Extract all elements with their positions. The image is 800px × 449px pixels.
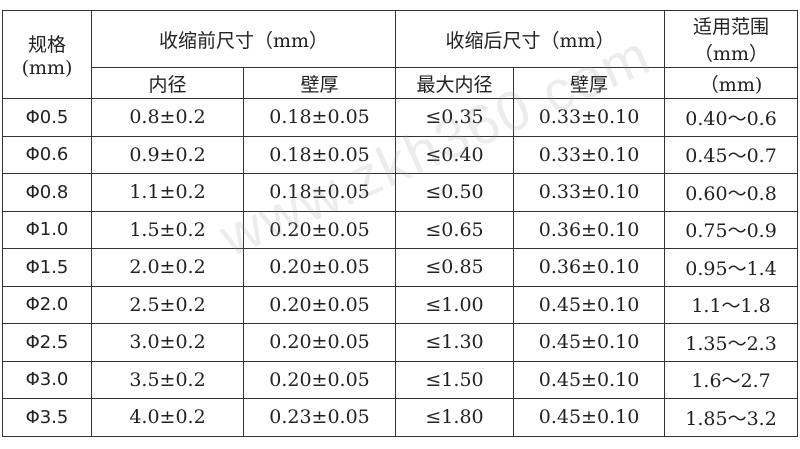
table-cell: ≤0.65 — [395, 210, 515, 249]
table-cell: Φ0.6 — [2, 135, 92, 174]
table-cell: 0.75～0.9 — [664, 210, 799, 249]
table-cell: Φ0.8 — [2, 173, 92, 212]
table-cell: 1.35～2.3 — [664, 323, 799, 362]
table-cell: ≤1.50 — [395, 360, 515, 399]
table-cell: ≤0.50 — [395, 173, 515, 212]
table-cell: 0.20±0.05 — [242, 285, 397, 324]
spec-unit: (mm) — [21, 57, 73, 79]
table-cell: 0.9±0.2 — [91, 135, 244, 174]
header-row-1: 规格 (mm) 收缩前尺寸（mm） 收缩后尺寸（mm） 适用范围 （mm） — [2, 10, 799, 99]
table-cell: 0.95～1.4 — [664, 248, 799, 287]
table-cell: 2.5±0.2 — [91, 285, 244, 324]
range-label: 适用范围 — [693, 16, 770, 38]
table-cell: 0.33±0.10 — [513, 173, 666, 212]
table-cell: 0.45±0.10 — [513, 285, 666, 324]
table-row: Φ0.6 0.9±0.2 0.18±0.05 ≤0.40 0.33±0.10 0.45～0… — [2, 135, 799, 174]
table-cell: 0.45～0.7 — [664, 135, 799, 174]
table-cell: 0.45±0.10 — [513, 323, 666, 362]
table-cell: Φ3.0 — [2, 360, 92, 399]
table-row: Φ3.0 3.5±0.2 0.20±0.05 ≤1.50 0.45±0.10 1.6～2.… — [2, 360, 799, 399]
table-cell: 0.20±0.05 — [242, 323, 397, 362]
table-cell: 0.20±0.05 — [242, 360, 397, 399]
table-cell: 3.0±0.2 — [91, 323, 244, 362]
header-row-2: 内径 壁厚 最大内径 壁厚 （mm) — [3, 67, 799, 99]
table-row: Φ3.5 4.0±0.2 0.23±0.05 ≤1.80 0.45±0.10 1.85～3… — [2, 398, 799, 437]
table-row: Φ0.5 0.8±0.2 0.18±0.05 ≤0.35 0.33±0.10 0.40～0… — [2, 98, 799, 137]
table-row: Φ1.0 1.5±0.2 0.20±0.05 ≤0.65 0.36±0.10 0.75～0… — [2, 210, 799, 249]
table-cell: 1.1±0.2 — [91, 173, 244, 212]
table-cell: ≤1.00 — [395, 285, 515, 324]
table-cell: 0.18±0.05 — [242, 135, 397, 174]
header-before-id: 内径 — [91, 67, 244, 99]
header-range: 适用范围 （mm） — [664, 10, 799, 68]
table-cell: 1.6～2.7 — [664, 360, 799, 399]
table-cell: ≤0.40 — [395, 135, 515, 174]
header-range-unit: （mm) — [664, 67, 799, 99]
table-cell: 0.18±0.05 — [242, 98, 397, 137]
table-cell: 0.36±0.10 — [513, 248, 666, 287]
table-cell: 0.45±0.10 — [513, 398, 666, 437]
table-cell: 2.0±0.2 — [91, 248, 244, 287]
table-cell: 0.20±0.05 — [242, 210, 397, 249]
table-cell: ≤0.85 — [395, 248, 515, 287]
header-after: 收缩后尺寸（mm） — [395, 10, 666, 68]
table-cell: Φ1.0 — [2, 210, 92, 249]
table-row: Φ0.8 1.1±0.2 0.18±0.05 ≤0.50 0.33±0.10 0.60～0… — [2, 173, 799, 212]
table-cell: 0.33±0.10 — [513, 135, 666, 174]
table-cell: Φ2.5 — [2, 323, 92, 362]
table-row: Φ2.0 2.5±0.2 0.20±0.05 ≤1.00 0.45±0.10 1.1～1.… — [2, 285, 799, 324]
table-cell: ≤0.35 — [395, 98, 515, 137]
range-unit: （mm） — [694, 43, 769, 65]
table-cell: 0.23±0.05 — [242, 398, 397, 437]
table-cell: 0.20±0.05 — [242, 248, 397, 287]
table-cell: 0.45±0.10 — [513, 360, 666, 399]
spec-label: 规格 — [27, 34, 66, 56]
table-row: Φ2.5 3.0±0.2 0.20±0.05 ≤1.30 0.45±0.10 1.35～2… — [2, 323, 799, 362]
table-cell: ≤1.80 — [395, 398, 515, 437]
table-cell: 4.0±0.2 — [91, 398, 244, 437]
header-spec: 规格 (mm) — [2, 10, 92, 99]
table-cell: Φ0.5 — [2, 98, 92, 137]
table-cell: 0.33±0.10 — [513, 98, 666, 137]
table-cell: ≤1.30 — [395, 323, 515, 362]
table-cell: 1.5±0.2 — [91, 210, 244, 249]
table-cell: 0.8±0.2 — [91, 98, 244, 137]
table-cell: 1.85～3.2 — [664, 398, 799, 437]
table-cell: Φ3.5 — [2, 398, 92, 437]
table-row: Φ1.5 2.0±0.2 0.20±0.05 ≤0.85 0.36±0.10 0.95～1… — [2, 248, 799, 287]
table-cell: 0.36±0.10 — [513, 210, 666, 249]
header-after-wall: 壁厚 — [513, 67, 666, 99]
header-after-id: 最大内径 — [395, 67, 515, 99]
header-before-wall: 壁厚 — [242, 67, 397, 99]
table-cell: 0.18±0.05 — [242, 173, 397, 212]
table-cell: 0.40～0.6 — [664, 98, 799, 137]
spec-table: 规格 (mm) 收缩前尺寸（mm） 收缩后尺寸（mm） 适用范围 （mm） 内径 壁… — [2, 10, 799, 437]
table-cell: Φ2.0 — [2, 285, 92, 324]
table-cell: 1.1～1.8 — [664, 285, 799, 324]
header-before: 收缩前尺寸（mm） — [90, 10, 397, 68]
table-cell: 3.5±0.2 — [91, 360, 244, 399]
table-cell: Φ1.5 — [2, 248, 92, 287]
table-cell: 0.60～0.8 — [664, 173, 799, 212]
